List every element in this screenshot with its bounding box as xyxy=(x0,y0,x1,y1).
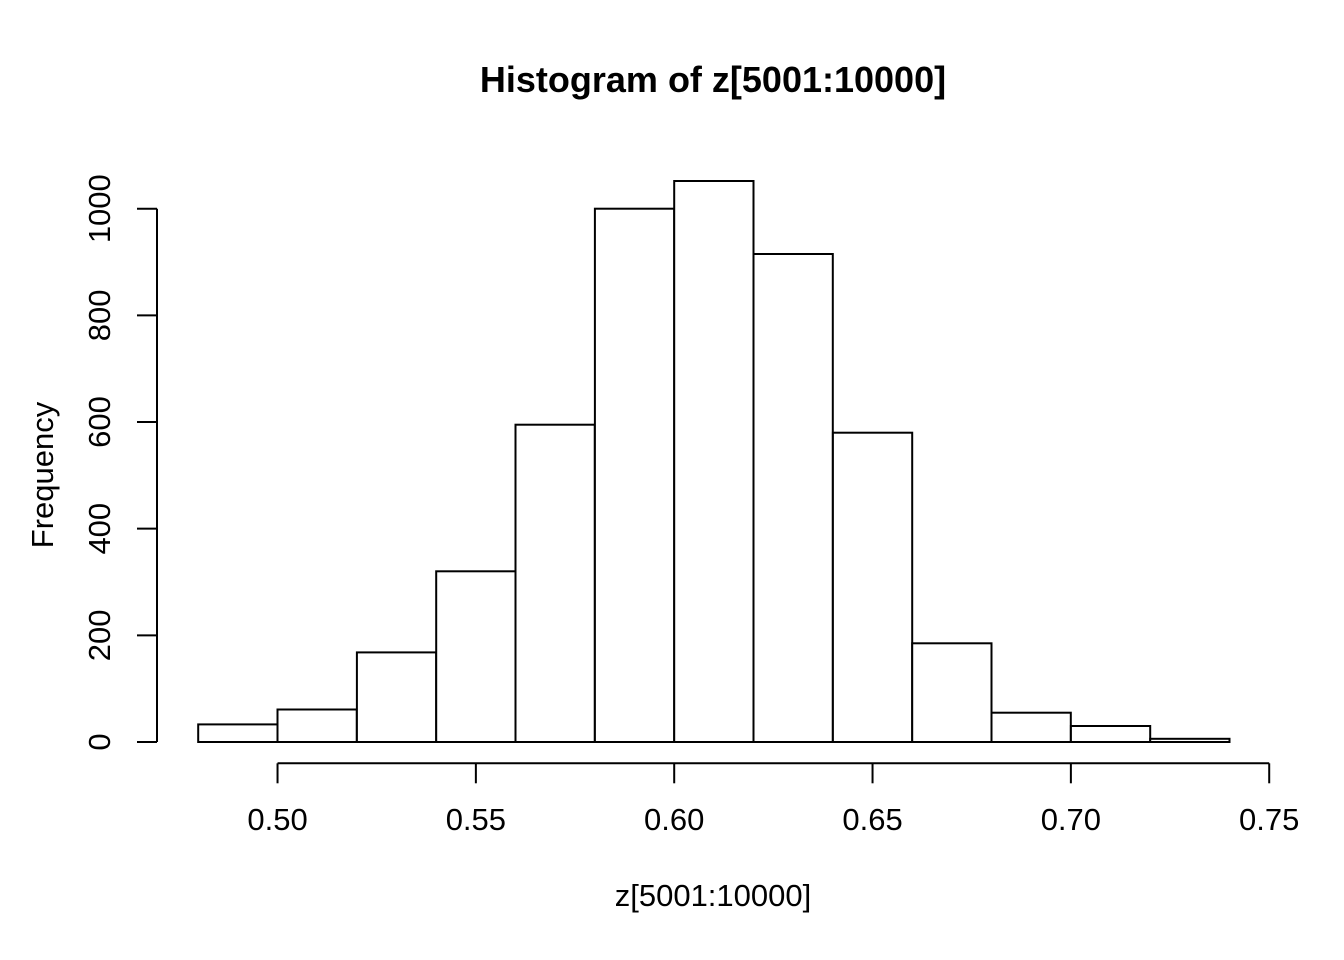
x-tick-label: 0.55 xyxy=(446,802,506,837)
y-tick-label: 400 xyxy=(82,503,117,555)
x-tick-label: 0.50 xyxy=(247,802,307,837)
histogram-bar xyxy=(752,253,834,743)
x-axis-group: 0.50 0.55 0.60 0.65 0.70 0.75 xyxy=(247,762,1299,837)
histogram-bar xyxy=(593,207,676,743)
y-tick-label: 800 xyxy=(82,289,117,341)
x-axis-label: z[5001:10000] xyxy=(615,878,812,913)
histogram-bar xyxy=(514,423,596,743)
x-tick-label: 0.75 xyxy=(1239,802,1299,837)
histogram-bar xyxy=(1069,725,1152,743)
histogram-bar xyxy=(276,708,358,743)
y-axis-group: 0 200 400 600 800 1000 xyxy=(82,174,158,751)
histogram-bar xyxy=(911,642,993,743)
y-tick-label: 200 xyxy=(82,609,117,661)
chart-title: Histogram of z[5001:10000] xyxy=(480,59,946,100)
y-tick-label: 1000 xyxy=(82,174,117,243)
x-tick-label: 0.65 xyxy=(842,802,902,837)
y-tick-label: 0 xyxy=(82,733,117,750)
histogram-bar xyxy=(435,570,517,743)
histogram-bar xyxy=(990,711,1072,744)
x-tick-label: 0.60 xyxy=(644,802,704,837)
histogram-bar xyxy=(831,431,914,743)
histogram-bar xyxy=(1149,737,1231,743)
histogram-bar xyxy=(355,651,438,744)
histogram-bar xyxy=(197,723,279,744)
bars-group xyxy=(197,180,1231,744)
y-tick-label: 600 xyxy=(82,396,117,448)
histogram-bar xyxy=(673,180,755,743)
x-tick-label: 0.70 xyxy=(1041,802,1101,837)
y-axis-label: Frequency xyxy=(25,401,60,548)
